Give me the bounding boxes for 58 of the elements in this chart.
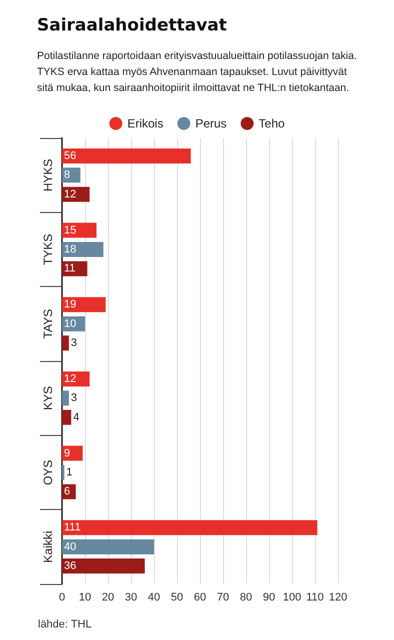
legend-label: Teho (258, 116, 286, 130)
bar (62, 261, 88, 276)
data-label: 1 (66, 466, 72, 478)
x-tick-label: 50 (170, 592, 184, 604)
y-tick-label: TAYS (41, 309, 55, 339)
data-label: 40 (64, 540, 76, 553)
data-label: 19 (64, 298, 76, 311)
x-tick-label: 90 (262, 592, 276, 604)
chart-title: Sairaalahoidettavat (37, 16, 227, 36)
x-tick-label: 0 (58, 592, 66, 604)
x-tick-label: 80 (240, 592, 252, 604)
data-label: 3 (70, 392, 78, 404)
data-label: 18 (64, 244, 76, 256)
data-label: 36 (64, 560, 76, 572)
bar (62, 446, 83, 461)
text: lähde: THL (38, 618, 92, 630)
x-tick-label: 60 (194, 592, 206, 604)
x-tick-label: 40 (148, 592, 160, 604)
x-tick-label: 100 (282, 592, 302, 604)
bar (62, 242, 104, 257)
y-tick-label: OYS (41, 460, 55, 486)
data-label: 15 (64, 224, 76, 236)
bar (62, 371, 90, 386)
bar (62, 297, 106, 312)
bar (62, 410, 72, 425)
bar (62, 148, 191, 164)
bar (62, 222, 96, 238)
y-tick-label: KYS (41, 386, 55, 410)
data-label: 111 (64, 522, 81, 534)
data-label: 8 (64, 169, 70, 182)
x-tick-label: 110 (306, 592, 324, 604)
y-tick-label: Kaikki (41, 530, 55, 563)
bar (62, 539, 154, 554)
bar (62, 558, 145, 574)
x-tick-label: 70 (216, 592, 230, 604)
data-label: 4 (73, 411, 80, 424)
data-label: 11 (64, 262, 76, 275)
x-tick-label: 120 (328, 592, 348, 604)
y-tick-label: HYKS (41, 158, 55, 192)
y-tick-label: TYKS (41, 234, 55, 266)
bar (62, 186, 90, 202)
x-tick-label: 30 (124, 592, 138, 604)
bar (62, 168, 80, 183)
data-label: 10 (64, 318, 76, 330)
data-label: 3 (70, 337, 78, 350)
x-tick-label: 10 (78, 592, 92, 604)
data-label: 9 (64, 447, 70, 460)
bar (62, 336, 69, 351)
data-label: 6 (64, 486, 70, 498)
data-label: 56 (64, 150, 76, 162)
data-label: 12 (64, 188, 76, 200)
x-tick-label: 20 (102, 592, 114, 604)
bar (62, 390, 69, 406)
data-label: 12 (64, 372, 76, 385)
bar (62, 520, 318, 536)
legend-label: Erikois (127, 116, 164, 130)
legend-label: Perus (195, 116, 227, 130)
chart-subtitle: Potilastilanne raportoidaan erityisvastuualueittain potilassuojan takia. TYKS erva kattaa myös Ahvenanmaan tapaukset. Luvut päivittyvät sitä mukaa, kun sairaanhoitopiirit ilmoittavat ne THL:n tietokantaan. (37, 50, 360, 94)
